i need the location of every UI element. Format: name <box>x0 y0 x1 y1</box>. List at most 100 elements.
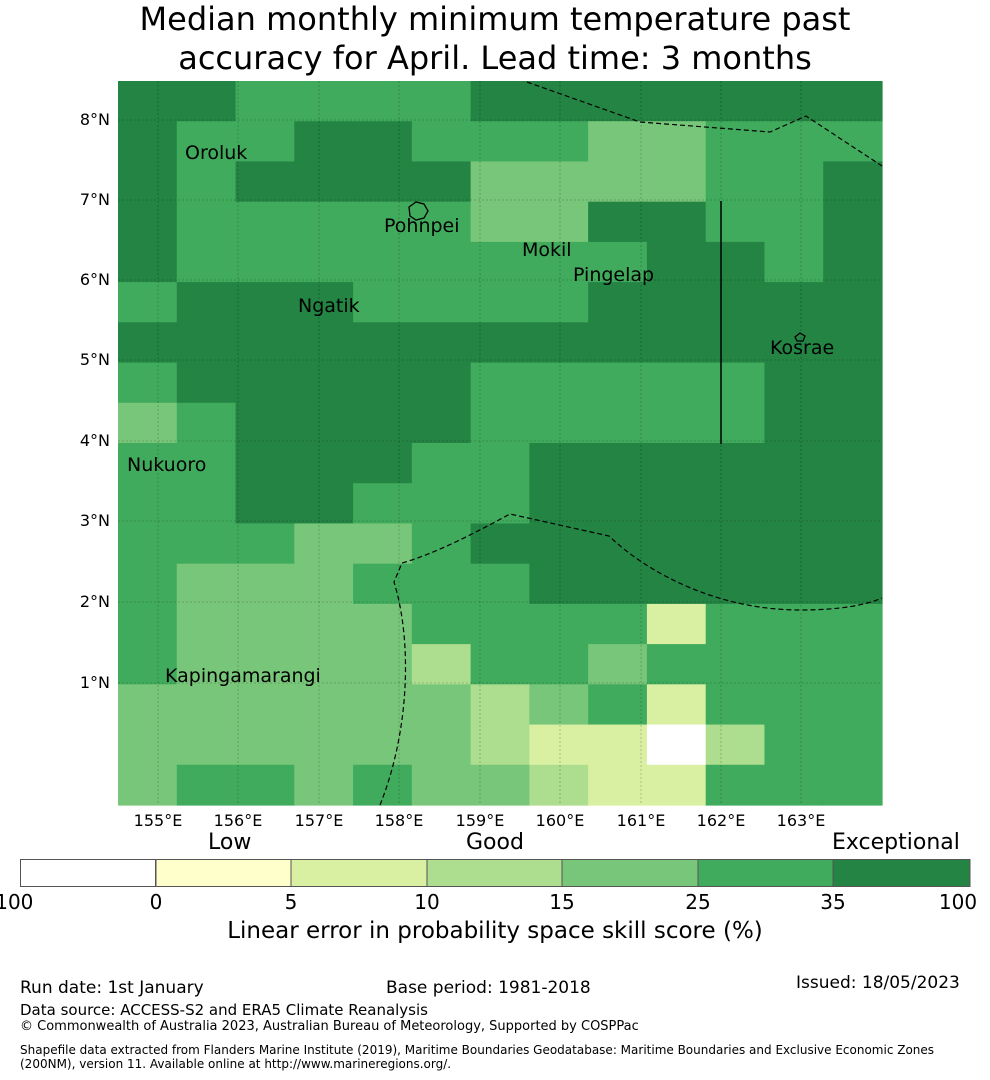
lat-label-1n: 1°N <box>79 673 110 692</box>
grid-cell <box>294 201 354 243</box>
category-exceptional: Exceptional <box>832 830 960 855</box>
grid-cell <box>353 161 413 203</box>
issued-date: Issued: 18/05/2023 <box>796 973 960 993</box>
grid-cell <box>176 402 237 444</box>
tick-15: 15 <box>549 890 575 914</box>
grid-cell <box>764 241 824 283</box>
grid-cell <box>235 241 295 283</box>
grid-cell <box>705 81 766 122</box>
grid-cell <box>118 483 178 525</box>
grid-cell <box>529 362 589 404</box>
grid-cell <box>646 764 707 806</box>
grid-cell <box>470 684 530 726</box>
grid-cell <box>176 241 237 283</box>
grid-cell <box>764 764 824 806</box>
grid-cell <box>764 121 824 163</box>
grid-cell <box>646 201 707 243</box>
grid-cell <box>411 201 472 243</box>
grid-cell <box>823 81 883 122</box>
grid-cell <box>235 282 295 323</box>
grid-cell <box>176 161 237 203</box>
grid-cell <box>705 563 766 605</box>
grid-cell <box>294 161 354 203</box>
copyright: © Commonwealth of Australia 2023, Austra… <box>20 1019 639 1034</box>
grid-cell <box>118 402 178 444</box>
grid-cell <box>646 563 707 605</box>
grid-cell <box>118 724 178 766</box>
grid-cell <box>294 81 354 122</box>
grid-cell <box>529 644 589 685</box>
shapefile-credit-line-1: Shapefile data extracted from Flanders M… <box>20 1043 935 1057</box>
tick-10: 10 <box>414 890 440 914</box>
grid-cell <box>294 603 354 645</box>
grid-cell <box>294 362 354 404</box>
lat-label-8n: 8°N <box>79 110 110 129</box>
grid-cell <box>646 282 707 323</box>
grid-cell <box>588 161 648 203</box>
grid-cell <box>823 603 883 645</box>
grid-cell <box>118 121 178 163</box>
grid-cell <box>823 523 883 565</box>
grid-cell <box>118 201 178 243</box>
grid-cell <box>118 322 178 364</box>
data-source: Data source: ACCESS-S2 and ERA5 Climate … <box>20 1001 428 1019</box>
grid-cell <box>764 282 824 323</box>
tick-5: 5 <box>284 890 298 914</box>
grid-cell <box>705 764 766 806</box>
colorbar-label: Linear error in probability space skill … <box>227 918 763 944</box>
grid-cell <box>823 644 883 685</box>
grid-cell <box>646 362 707 404</box>
grid-cell <box>235 322 295 364</box>
lat-label-4n: 4°N <box>79 431 110 450</box>
tick-0: 0 <box>149 890 163 914</box>
grid-cell <box>470 644 530 685</box>
grid-cell <box>764 322 824 364</box>
grid-cell <box>823 764 883 806</box>
grid-cell <box>294 724 354 766</box>
grid-cell <box>118 241 178 283</box>
grid-cell <box>411 443 472 484</box>
grid-cell <box>764 523 824 565</box>
shapefile-credit-line-2: (200NM), version 11. Available online at… <box>20 1057 452 1071</box>
grid-cell <box>294 644 354 685</box>
grid-cell <box>235 483 295 525</box>
grid-cell <box>646 483 707 525</box>
tick-35: 35 <box>820 890 846 914</box>
title-line-2: accuracy for April. Lead time: 3 months <box>178 39 812 77</box>
grid-cell <box>588 644 648 685</box>
grid-cell <box>470 81 530 122</box>
grid-cell <box>294 282 354 323</box>
grid-cell <box>764 161 824 203</box>
grid-cell <box>588 563 648 605</box>
grid-cell <box>353 644 413 685</box>
kosrae-island-outline <box>794 332 806 342</box>
grid-cell <box>176 644 237 685</box>
grid-cell <box>353 443 413 484</box>
grid-cell <box>588 724 648 766</box>
grid-cell <box>764 603 824 645</box>
grid-cell <box>353 362 413 404</box>
grid-cell <box>646 241 707 283</box>
place-nukuoro: Nukuoro <box>127 454 207 476</box>
grid-cell <box>529 443 589 484</box>
grid-cell <box>764 563 824 605</box>
grid-cell <box>176 443 237 484</box>
skill-grid <box>118 81 883 806</box>
grid-cell <box>176 362 237 404</box>
grid-cell <box>235 201 295 243</box>
island-outlines <box>408 201 806 342</box>
base-period: Base period: 1981-2018 <box>386 978 591 998</box>
place-pohnpei: Pohnpei <box>384 215 460 237</box>
grid-cell <box>411 241 472 283</box>
grid-cell <box>529 563 589 605</box>
grid-cell <box>118 161 178 203</box>
grid-cell <box>235 161 295 203</box>
grid-cell <box>588 443 648 484</box>
grid-cell <box>646 322 707 364</box>
grid-cell <box>176 563 237 605</box>
grid-cell <box>118 282 178 323</box>
grid-cell <box>470 161 530 203</box>
grid-cell <box>235 764 295 806</box>
lat-label-5n: 5°N <box>79 350 110 369</box>
grid-cell <box>353 322 413 364</box>
